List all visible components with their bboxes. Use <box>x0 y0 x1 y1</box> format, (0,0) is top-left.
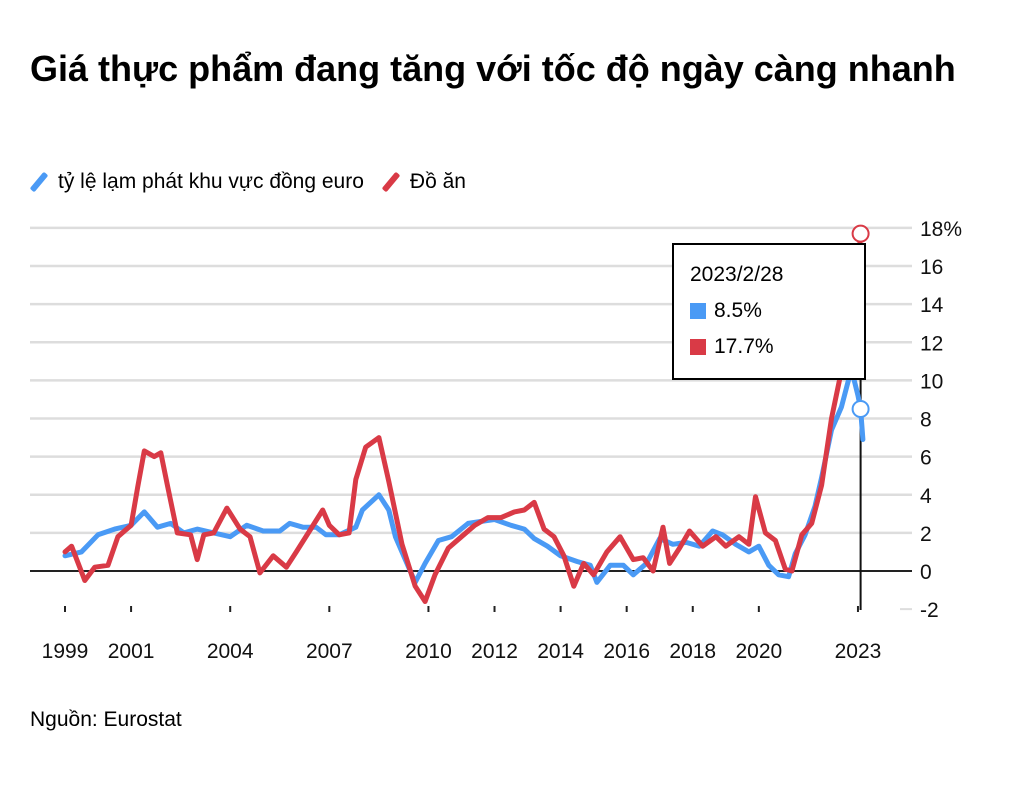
tooltip-swatch-food <box>690 339 706 355</box>
y-tick-label: 4 <box>920 485 932 508</box>
y-tick-label: 18% <box>920 218 962 241</box>
y-tick-label: 16 <box>920 256 943 279</box>
y-tick-label: 8 <box>920 409 932 432</box>
tooltip: 2023/2/28 8.5% 17.7% <box>672 243 866 380</box>
y-tick-label: 12 <box>920 332 943 355</box>
y-tick-label: 0 <box>920 561 932 584</box>
x-tick-label: 2007 <box>306 640 353 663</box>
tooltip-date: 2023/2/28 <box>690 263 784 286</box>
hover-marker-food <box>851 224 870 243</box>
tooltip-swatch-inflation <box>690 303 706 319</box>
x-tick-label: 2020 <box>735 640 782 663</box>
source-note: Nguồn: Eurostat <box>30 708 182 731</box>
y-tick-label: 2 <box>920 523 932 546</box>
tooltip-value-food: 17.7% <box>714 335 774 358</box>
x-tick-label: 2018 <box>669 640 716 663</box>
x-tick-label: 2016 <box>603 640 650 663</box>
series-line-food <box>62 231 864 604</box>
tooltip-value-inflation: 8.5% <box>714 299 762 322</box>
chart-title: Giá thực phẩm đang tăng với tốc độ ngày … <box>30 48 956 89</box>
y-tick-label: 14 <box>920 294 944 317</box>
legend: tỷ lệ lạm phát khu vực đồng euro Đồ ăn <box>29 170 466 194</box>
x-tick-label: 2012 <box>471 640 518 663</box>
legend-label-food: Đồ ăn <box>409 170 466 193</box>
x-tick-label: 2010 <box>405 640 452 663</box>
x-tick-label: 2004 <box>207 640 254 663</box>
x-tick-label: 2014 <box>537 640 584 663</box>
x-tick-label: 2023 <box>835 640 882 663</box>
x-tick-label: 2001 <box>108 640 155 663</box>
y-tick-label: 6 <box>920 447 932 470</box>
hover-marker-inflation <box>851 399 870 418</box>
legend-label-inflation: tỷ lệ lạm phát khu vực đồng euro <box>58 170 364 193</box>
x-tick-label: 1999 <box>42 640 89 663</box>
series-line-inflation <box>62 366 866 585</box>
y-tick-label: 10 <box>920 370 943 393</box>
y-tick-label: -2 <box>920 599 939 622</box>
